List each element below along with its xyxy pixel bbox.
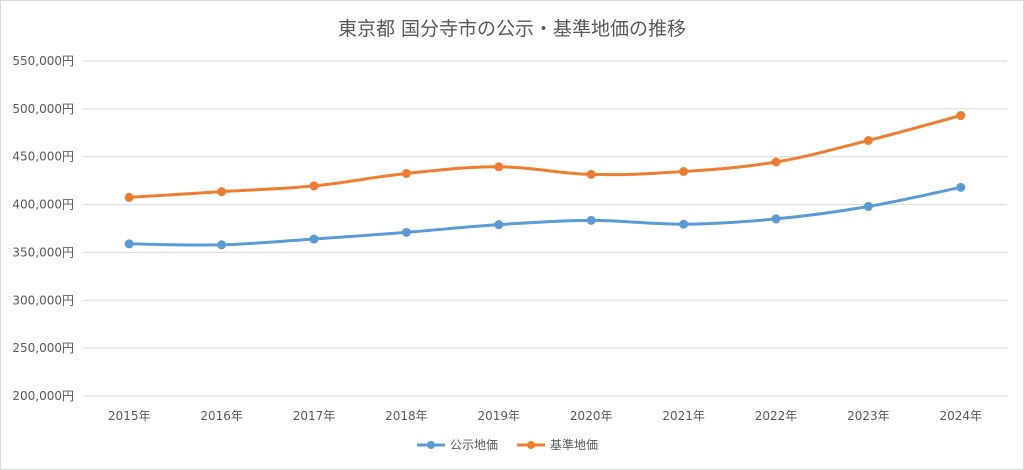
- y-tick-label: 200,000円: [12, 389, 74, 403]
- x-axis-tick-labels: 2015年 2016年 2017年 2018年 2019年 2020年 2021年 2022年…: [108, 409, 982, 423]
- data-point: [863, 135, 873, 145]
- legend-item: 公示地価: [417, 438, 498, 452]
- data-point: [124, 239, 134, 249]
- data-point: [309, 181, 319, 191]
- y-tick-label: 450,000円: [12, 150, 74, 164]
- y-axis-tick-labels: 200,000円 250,000円 300,000円 350,000円 400,000円…: [12, 54, 74, 403]
- chart-title: 東京都 国分寺市の公示・基準地価の推移: [338, 18, 686, 40]
- series-lines: [124, 111, 966, 250]
- data-point: [217, 187, 227, 197]
- y-tick-label: 300,000円: [12, 293, 74, 307]
- x-tick-label: 2022年: [755, 409, 798, 423]
- data-point: [956, 111, 966, 121]
- data-point: [217, 240, 227, 250]
- legend: 公示地価 基準地価: [417, 437, 598, 452]
- data-point: [401, 227, 411, 237]
- x-tick-label: 2018年: [385, 409, 428, 423]
- x-tick-label: 2023年: [847, 409, 890, 423]
- y-tick-label: 400,000円: [12, 198, 74, 212]
- legend-label: 基準地価: [550, 437, 598, 452]
- data-point: [679, 219, 689, 229]
- data-point: [586, 169, 596, 179]
- data-point: [679, 167, 689, 177]
- legend-label: 公示地価: [450, 438, 498, 452]
- y-tick-label: 350,000円: [12, 245, 74, 259]
- data-point: [401, 168, 411, 178]
- gridlines: [83, 60, 1007, 397]
- data-point: [771, 157, 781, 167]
- y-tick-label: 500,000円: [12, 102, 74, 116]
- data-point: [956, 182, 966, 192]
- data-point: [494, 220, 504, 230]
- x-tick-label: 2015年: [108, 409, 151, 423]
- x-tick-label: 2019年: [478, 409, 521, 423]
- data-point: [494, 162, 504, 172]
- y-tick-label: 250,000円: [12, 341, 74, 355]
- legend-item: 基準地価: [517, 437, 598, 452]
- data-point: [771, 214, 781, 224]
- legend-swatch-marker: [427, 441, 435, 449]
- data-point: [309, 234, 319, 244]
- x-tick-label: 2021年: [662, 409, 705, 423]
- x-tick-label: 2016年: [200, 409, 243, 423]
- x-tick-label: 2017年: [293, 409, 336, 423]
- data-point: [124, 192, 134, 202]
- x-tick-label: 2020年: [570, 409, 613, 423]
- y-tick-label: 550,000円: [12, 54, 74, 68]
- data-point: [586, 215, 596, 225]
- series-line: [127, 185, 963, 247]
- x-tick-label: 2024年: [940, 409, 983, 423]
- legend-swatch-marker: [527, 441, 535, 449]
- data-point: [863, 201, 873, 211]
- series-line: [127, 114, 963, 199]
